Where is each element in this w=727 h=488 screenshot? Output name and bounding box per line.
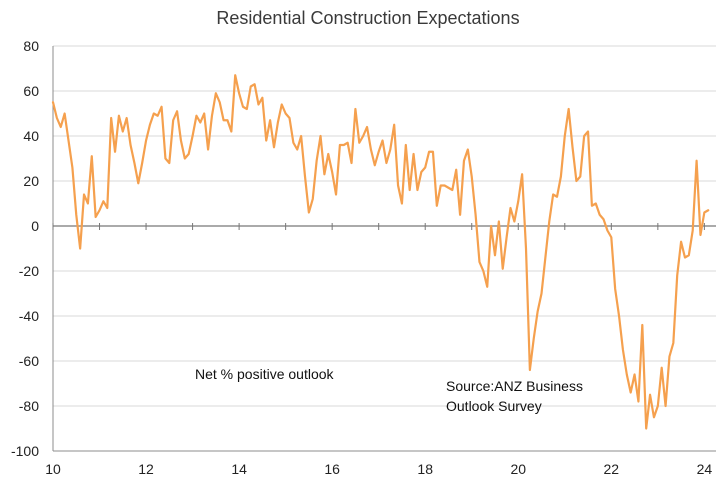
y-axis-labels: 80 60 40 20 0 -20 -40 -60 -80 -100	[11, 38, 39, 459]
x-tick-label: 24	[697, 461, 713, 477]
x-tick-label: 14	[231, 461, 247, 477]
x-tick-label: 18	[417, 461, 433, 477]
y-tick-label: -20	[19, 263, 39, 279]
annotation-net-outlook: Net % positive outlook	[195, 366, 335, 382]
y-tick-label: -60	[19, 353, 39, 369]
y-tick-label: 60	[23, 83, 39, 99]
annotation-source-line2: Outlook Survey	[446, 398, 542, 414]
axes	[52, 46, 716, 452]
x-tick-label: 20	[510, 461, 526, 477]
y-tick-label: 0	[31, 218, 39, 234]
y-tick-label: -40	[19, 308, 39, 324]
series-line	[51, 74, 710, 430]
x-tick-label: 10	[45, 461, 61, 477]
x-tick-label: 22	[604, 461, 620, 477]
annotation-source-line1: Source:ANZ Business	[446, 378, 583, 394]
chart-title: Residential Construction Expectations	[216, 8, 519, 28]
x-axis-labels: 10 12 14 16 18 20 22 24	[45, 461, 712, 477]
y-tick-label: 40	[23, 128, 39, 144]
x-tick-label: 12	[138, 461, 154, 477]
y-tick-label: -100	[11, 443, 39, 459]
y-tick-label: -80	[19, 398, 39, 414]
y-tick-label: 20	[23, 173, 39, 189]
y-tick-label: 80	[23, 38, 39, 54]
x-tick-label: 16	[324, 461, 340, 477]
